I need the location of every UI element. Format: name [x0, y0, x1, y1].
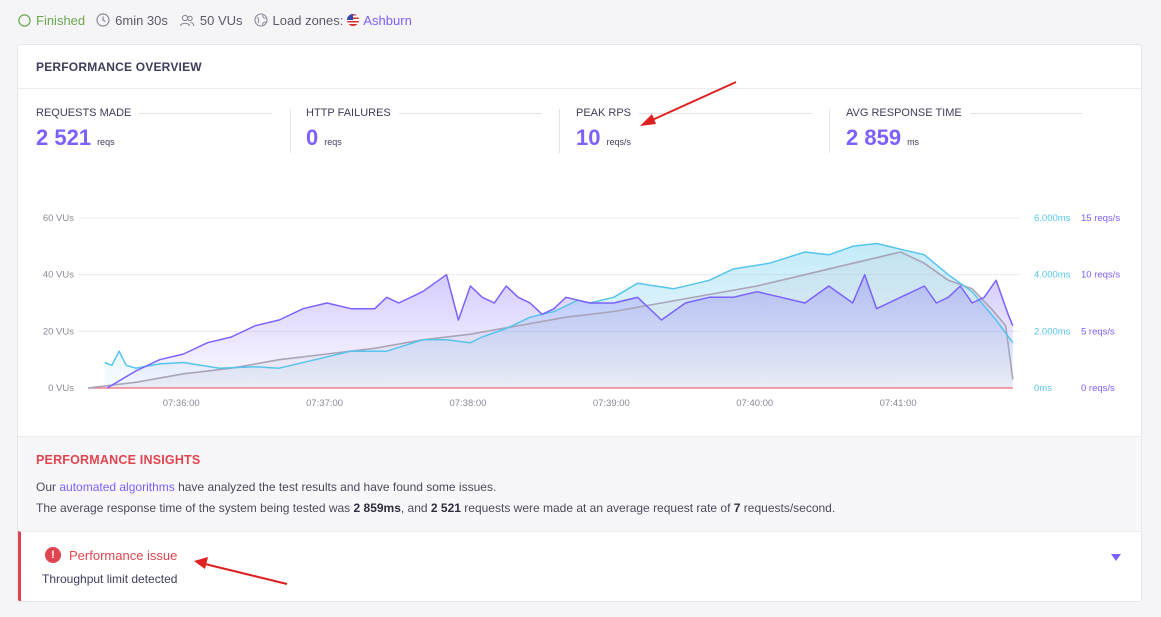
metric-label: HTTP FAILURES	[306, 107, 391, 119]
load-zone-link[interactable]: Ashburn	[363, 12, 412, 28]
metric-separator	[290, 109, 291, 153]
insights-detail: The average response time of the system …	[36, 501, 835, 515]
y-response-tick-label: 4.000ms	[1034, 270, 1071, 281]
metric-avg-response-time: AVG RESPONSE TIME 2 859 ms	[846, 107, 1082, 151]
metric-label: REQUESTS MADE	[36, 107, 132, 119]
vus-label: 50 VUs	[199, 12, 243, 28]
y-response-tick-label: 0ms	[1034, 383, 1052, 394]
metric-separator	[559, 109, 560, 153]
metric-unit: reqs/s	[606, 137, 631, 147]
x-tick-label: 07:38:00	[449, 398, 486, 409]
metric-http-failures: HTTP FAILURES 0 reqs	[306, 107, 542, 151]
status-finished: Finished	[18, 13, 85, 28]
performance-chart[interactable]: 0 VUs 0ms 0 reqs/s 20 VUs 2.000ms 5 reqs/s 40 …	[18, 185, 1142, 435]
performance-issue-row[interactable]: ! Performance issue Throughput limit det…	[18, 531, 1141, 601]
load-zones: Load zones: Ashburn	[253, 12, 412, 28]
status-label: Finished	[36, 12, 86, 28]
test-duration: 6min 30s	[96, 13, 168, 28]
automated-algorithms-link[interactable]: automated algorithms	[59, 480, 175, 494]
y-rps-tick-label: 10 reqs/s	[1081, 270, 1120, 281]
metric-value: 10	[576, 125, 601, 150]
metric-value: 2 859	[846, 125, 902, 150]
load-zones-label: Load zones:	[272, 12, 344, 28]
x-tick-label: 07:41:00	[880, 398, 917, 409]
divider	[18, 88, 1141, 89]
metric-requests-made: REQUESTS MADE 2 521 reqs	[36, 107, 272, 151]
metric-separator	[829, 109, 830, 153]
request-rate-value: 7	[733, 501, 741, 515]
insights-summary: Our automated algorithms have analyzed t…	[36, 480, 496, 494]
metric-peak-rps: PEAK RPS 10 reqs/s	[576, 107, 812, 151]
metric-label: PEAK RPS	[576, 107, 632, 119]
y-left-tick-label: 20 VUs	[43, 326, 74, 337]
text: have analyzed the test results and have …	[174, 480, 497, 494]
vus-series-line	[87, 251, 1014, 389]
metric-value: 0	[306, 125, 319, 150]
rps-area	[107, 274, 1013, 388]
y-response-tick-label: 2.000ms	[1034, 326, 1071, 337]
y-response-tick-label: 6.000ms	[1034, 213, 1071, 224]
avg-response-value: 2 859ms	[353, 501, 401, 515]
test-vus: 50 VUs	[179, 13, 243, 28]
x-tick-label: 07:40:00	[736, 398, 773, 409]
alert-icon: !	[45, 547, 61, 563]
issue-subtitle: Throughput limit detected	[42, 572, 178, 586]
chevron-down-icon[interactable]	[1111, 554, 1121, 561]
globe-icon	[253, 13, 268, 27]
overview-title: PERFORMANCE OVERVIEW	[36, 60, 202, 74]
metric-unit: reqs	[324, 137, 342, 147]
y-rps-tick-label: 0 reqs/s	[1081, 383, 1115, 394]
issue-title: Performance issue	[69, 548, 178, 563]
x-tick-label: 07:36:00	[163, 398, 200, 409]
check-circle-icon	[18, 13, 31, 27]
performance-insights: PERFORMANCE INSIGHTS Our automated algor…	[18, 436, 1141, 531]
performance-overview-card: PERFORMANCE OVERVIEW REQUESTS MADE 2 521…	[17, 44, 1142, 602]
insights-title: PERFORMANCE INSIGHTS	[36, 453, 201, 467]
text: requests were made at an average request…	[460, 501, 734, 515]
y-rps-tick-label: 5 reqs/s	[1081, 326, 1115, 337]
x-tick-label: 07:37:00	[306, 398, 343, 409]
text: Our	[36, 480, 60, 494]
x-tick-label: 07:39:00	[593, 398, 630, 409]
metric-label: AVG RESPONSE TIME	[846, 107, 962, 119]
requests-value: 2 521	[430, 501, 461, 515]
metric-unit: ms	[907, 137, 920, 147]
test-status-bar: Finished 6min 30s 50 VUs Load zones: Ash…	[18, 10, 423, 30]
text: The average response time of the system …	[36, 501, 354, 515]
metric-unit: reqs	[97, 137, 115, 147]
text: requests/second.	[740, 501, 836, 515]
rps-series-line	[106, 273, 1014, 389]
us-flag-icon	[347, 14, 360, 26]
y-rps-tick-label: 15 reqs/s	[1081, 213, 1120, 224]
y-left-tick-label: 0 VUs	[48, 383, 74, 394]
y-left-tick-label: 60 VUs	[43, 213, 74, 224]
clock-icon	[96, 13, 110, 27]
users-icon	[179, 14, 195, 26]
y-left-tick-label: 40 VUs	[43, 270, 74, 281]
duration-label: 6min 30s	[115, 12, 168, 28]
text: , and	[400, 501, 431, 515]
metric-value: 2 521	[36, 125, 92, 150]
